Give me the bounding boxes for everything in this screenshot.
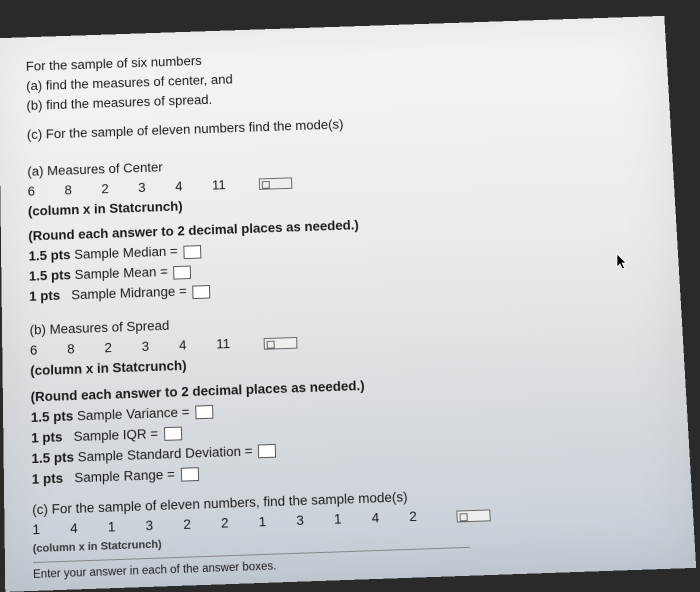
num: 4 [175,176,209,197]
num: 1 [108,517,142,539]
pts-label: 1.5 pts [29,268,71,284]
num: 1 [258,512,293,534]
num: 2 [101,179,135,200]
answer-input-variance[interactable] [195,405,213,419]
num: 3 [145,516,179,538]
data-popup-icon[interactable] [258,177,292,189]
num: 3 [138,177,172,198]
num: 4 [371,508,406,530]
num: 8 [64,180,98,201]
pts-label: 1 pts [32,470,64,486]
answer-input-iqr[interactable] [164,427,182,441]
num: 2 [183,514,217,536]
num: 6 [30,340,64,361]
num: 8 [67,339,101,360]
item-label: Sample Median = [74,244,178,262]
data-popup-icon[interactable] [457,509,491,522]
num: 4 [70,518,104,540]
answer-input-median[interactable] [183,245,201,259]
num: 11 [212,175,246,196]
num: 2 [409,507,444,529]
part-b: (b) Measures of Spread 6 8 2 3 4 11 (col… [30,300,671,491]
pts-label: 1.5 pts [31,409,74,425]
answer-input-mean[interactable] [173,265,191,279]
num: 1 [334,509,369,531]
item-label: Sample Mean = [74,265,167,283]
num: 4 [179,335,213,356]
answer-input-midrange[interactable] [192,285,210,299]
question-sheet: For the sample of six numbers (a) find t… [0,16,696,592]
item-label: Sample Standard Deviation = [78,443,253,464]
part-a: (a) Measures of Center 6 8 2 3 4 11 (col… [27,141,660,307]
num: 11 [216,334,250,355]
item-label: Sample Range = [74,467,175,485]
num: 2 [104,338,138,359]
pts-label: 1 pts [29,288,60,303]
pts-label: 1.5 pts [28,248,70,264]
pts-label: 1.5 pts [31,450,74,466]
data-popup-icon[interactable] [263,337,297,350]
num: 2 [221,513,256,535]
answer-input-sd[interactable] [258,444,276,458]
num: 1 [32,520,66,542]
num: 3 [296,510,331,532]
item-label: Sample IQR = [74,426,159,444]
item-label: Sample Midrange = [71,284,187,302]
answer-input-range[interactable] [180,467,198,481]
item-label: Sample Variance = [77,405,190,424]
pts-label: 1 pts [31,429,63,445]
num: 6 [28,181,62,202]
intro-block: For the sample of six numbers (a) find t… [26,37,650,116]
num: 3 [142,336,176,357]
